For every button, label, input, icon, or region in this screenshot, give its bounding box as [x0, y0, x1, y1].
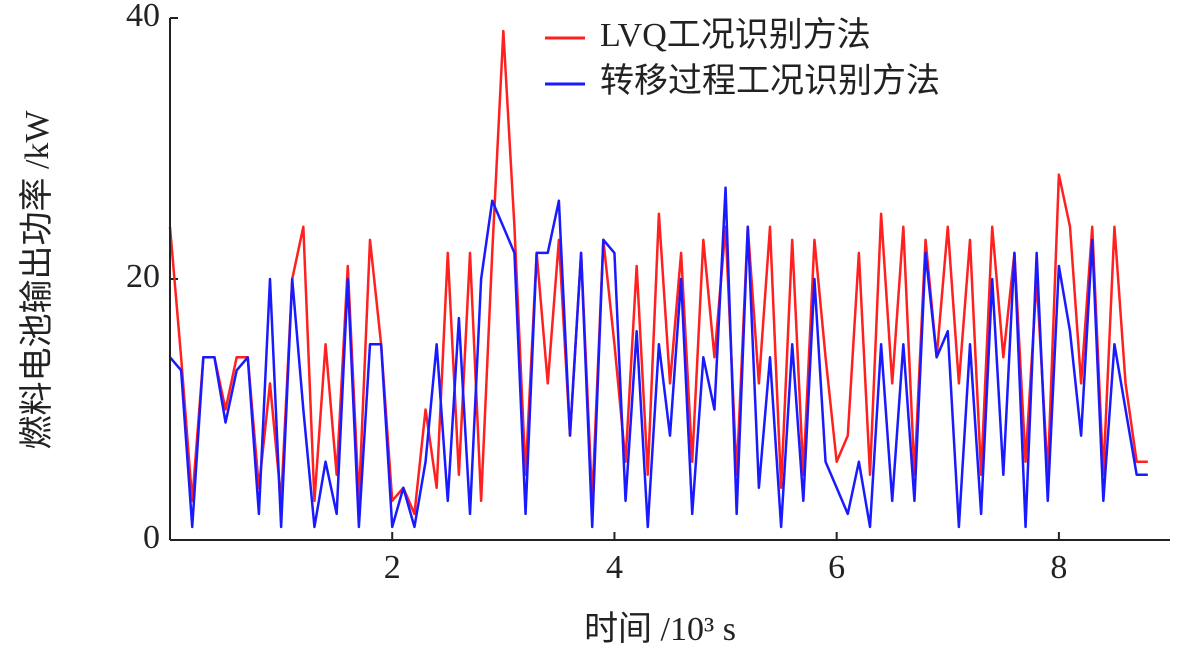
y-axis-label: 燃料电池输出功率 /kW: [18, 110, 56, 450]
x-tick-label: 8: [1050, 549, 1067, 586]
x-tick-label: 4: [606, 549, 623, 586]
y-tick-label: 40: [126, 0, 160, 34]
data-line: [168, 29, 1148, 516]
y-tick-label: 0: [143, 519, 160, 556]
x-tick-label: 6: [828, 549, 845, 586]
x-axis-label: 时间 /10³ s: [584, 611, 736, 648]
data-line: [169, 186, 1148, 529]
legend-label: LVQ工况识别方法: [600, 16, 871, 54]
y-tick-label: 20: [126, 258, 160, 295]
x-tick-label: 2: [384, 549, 401, 586]
legend-label: 转移过程工况识别方法: [600, 62, 940, 100]
